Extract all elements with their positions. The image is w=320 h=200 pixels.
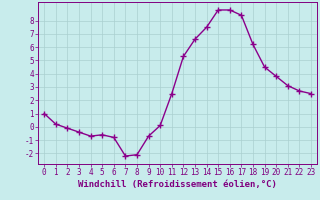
X-axis label: Windchill (Refroidissement éolien,°C): Windchill (Refroidissement éolien,°C) (78, 180, 277, 189)
